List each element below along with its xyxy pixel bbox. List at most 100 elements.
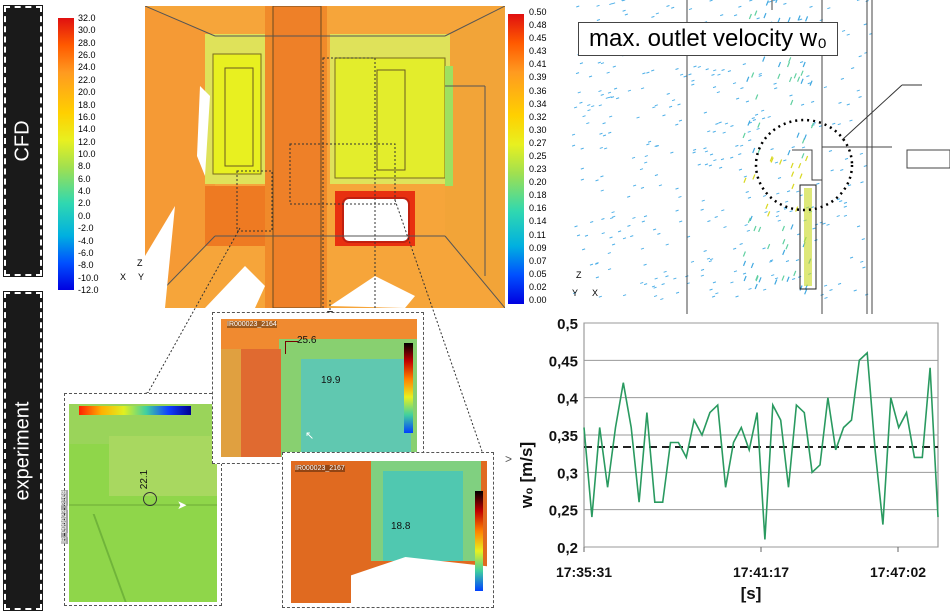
- velocity-vector: [643, 215, 648, 218]
- y-tick-label: 0,45: [549, 353, 578, 370]
- velocity-vector: [769, 260, 773, 263]
- velocity-vector: [576, 234, 581, 237]
- velocity-vector: [606, 71, 610, 74]
- velocity-vector: [713, 159, 717, 162]
- velocity-vector: [718, 166, 723, 169]
- velocity-vector: [787, 149, 791, 156]
- velocity-vector: [640, 281, 644, 284]
- velocity-vector: [735, 97, 740, 100]
- velocity-vector: [795, 259, 800, 262]
- velocity-vector: [786, 276, 790, 282]
- velocity-vector: [582, 115, 586, 118]
- velocity-vector: [723, 226, 727, 229]
- velocity-vector: [651, 15, 655, 18]
- velocity-vector: [784, 200, 789, 203]
- velocity-vector: [709, 153, 714, 156]
- velocity-vector: [640, 186, 645, 189]
- velocity-vector: [798, 18, 803, 21]
- velocity-vector: [708, 260, 713, 263]
- velocity-vector: [622, 9, 626, 12]
- velocity-vector: [847, 184, 852, 187]
- velocity-vector: [771, 274, 775, 277]
- temperature-tick-label: 30.0: [78, 25, 96, 36]
- velocity-vector: [791, 183, 795, 190]
- temperature-tick-label: -10.0: [78, 272, 99, 283]
- velocity-vector: [709, 258, 714, 261]
- axis-y-label: Y: [138, 272, 145, 282]
- velocity-vector: [827, 7, 831, 10]
- velocity-vector: [715, 122, 719, 125]
- velocity-vector: [713, 69, 717, 72]
- velocity-vector: [706, 257, 711, 260]
- velocity-vector: [700, 274, 705, 277]
- velocity-vector: [851, 67, 855, 70]
- velocity-vector: [837, 123, 841, 126]
- velocity-vector: [812, 227, 816, 230]
- velocity-vector: [631, 156, 636, 159]
- velocity-vector: [704, 150, 709, 153]
- axis-z-label: Z: [137, 258, 143, 268]
- velocity-vector: [849, 256, 854, 259]
- velocity-vector: [747, 196, 752, 199]
- velocity-tick-label: 0.16: [529, 203, 547, 214]
- velocity-vector: [859, 152, 864, 155]
- temperature-tick-label: 24.0: [78, 62, 96, 73]
- velocity-vector: [732, 82, 737, 85]
- cursor-icon: ↖: [373, 574, 383, 586]
- velocity-vector: [720, 158, 725, 161]
- velocity-vector: [609, 3, 613, 6]
- velocity-vector: [860, 181, 864, 184]
- velocity-vector: [739, 242, 743, 245]
- velocity-vector: [632, 216, 636, 219]
- velocity-vector: [824, 296, 828, 299]
- velocity-vector: [601, 218, 605, 220]
- y-tick-label: 0,4: [557, 391, 579, 408]
- velocity-vector: [807, 82, 811, 85]
- temperature-tick-label: 0.0: [78, 210, 91, 221]
- velocity-vector: [697, 65, 701, 68]
- velocity-vector: [856, 0, 861, 2]
- velocity-tick-label: 0.18: [529, 190, 547, 201]
- velocity-vector: [574, 225, 578, 228]
- velocity-vector: [733, 14, 738, 17]
- velocity-vector: [755, 94, 759, 100]
- velocity-vector: [783, 159, 787, 162]
- velocity-vector: [627, 89, 632, 92]
- velocity-vector: [775, 0, 778, 4]
- velocity-vector: [793, 73, 797, 79]
- velocity-vector: [830, 169, 834, 172]
- velocity-vector: [801, 146, 806, 149]
- velocity-vector: [692, 148, 697, 151]
- velocity-vector: [843, 205, 847, 208]
- velocity-vector: [683, 75, 687, 78]
- velocity-vector: [663, 270, 667, 273]
- temperature-tick-label: 14.0: [78, 124, 96, 135]
- velocity-vector: [769, 259, 774, 262]
- velocity-vector: [790, 162, 794, 169]
- velocity-vector: [721, 209, 725, 212]
- velocity-vector: [765, 0, 769, 6]
- velocity-vector: [697, 163, 701, 166]
- velocity-vector: [602, 122, 606, 125]
- temperature-tick-label: -12.0: [78, 285, 99, 295]
- velocity-vector: [587, 104, 591, 107]
- velocity-vector: [595, 179, 599, 182]
- thermo-bottom-id: IR000023_2167: [295, 465, 345, 472]
- velocity-vector: [703, 111, 708, 114]
- velocity-vector: [598, 295, 602, 298]
- velocity-vector: [640, 87, 645, 90]
- temperature-tick-label: 4.0: [78, 186, 91, 197]
- velocity-vector: [816, 182, 820, 185]
- velocity-vector: [602, 134, 607, 137]
- velocity-vector: [586, 122, 590, 125]
- velocity-vector: [615, 97, 620, 100]
- velocity-vector: [573, 106, 578, 109]
- velocity-line-chart: 0,5 0,45 0,4 0,35 0,3 0,25 0,2 17:35:31 17:41:17…: [517, 316, 939, 603]
- velocity-vector: [749, 0, 753, 2]
- velocity-vector: [798, 162, 802, 169]
- velocity-vector: [624, 13, 629, 16]
- velocity-vector: [803, 134, 807, 140]
- velocity-vector: [670, 151, 674, 154]
- velocity-tick-label: 0.25: [529, 151, 547, 161]
- velocity-vector: [700, 268, 705, 271]
